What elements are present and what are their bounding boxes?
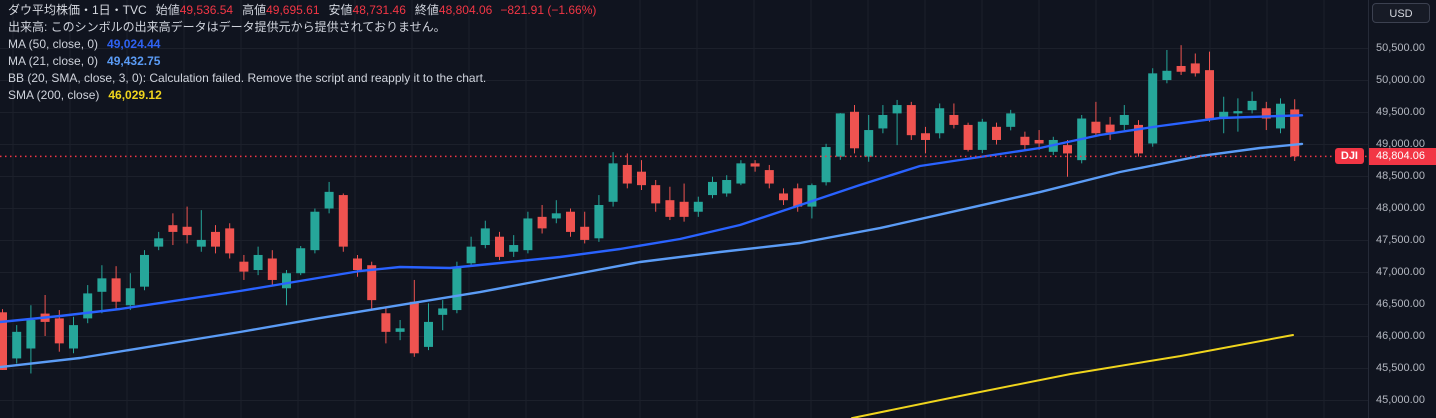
legend-bb-row[interactable]: BB (20, SMA, close, 3, 0): Calculation f…	[8, 70, 596, 87]
high-value: 49,695.61	[266, 3, 320, 17]
ma50-line	[0, 142, 1304, 369]
ma50-value: 49,024.44	[107, 37, 161, 51]
ma21-value: 49,432.75	[107, 54, 161, 68]
price-tick-label: 48,000.00	[1376, 201, 1425, 214]
price-tick-label: 48,500.00	[1376, 169, 1425, 182]
price-tick-label: 46,000.00	[1376, 330, 1425, 342]
chart-plot-area[interactable]: DJI	[0, 0, 1368, 418]
currency-button[interactable]: USD	[1372, 3, 1430, 23]
close-label: 終値	[414, 3, 439, 17]
price-tick-label: 49,500.00	[1376, 105, 1425, 118]
legend-volume-row[interactable]: 出来高: このシンボルの出来高データはデータ提供元から提供されておりません。	[8, 19, 596, 36]
price-tick-label: 47,000.00	[1376, 265, 1425, 278]
price-axis[interactable]: USD 48,804.06 50,500.00 50,000.00 49,500.0…	[1368, 0, 1436, 418]
bb-error-message: BB (20, SMA, close, 3, 0): Calculation f…	[8, 71, 487, 85]
legend-ma21-row[interactable]: MA (21, close, 0) 49,432.75	[8, 53, 596, 70]
price-tick-label: 50,000.00	[1376, 73, 1425, 86]
chart-legend: ダウ平均株価・1日・TVC 始値49,536.54 高値49,695.61 安値48,…	[8, 2, 596, 104]
symbol-price-label: DJI	[1334, 148, 1364, 165]
change-value: −821.91 (−1.66%)	[500, 3, 597, 17]
last-price-badge: 48,804.06	[1369, 147, 1436, 165]
ma50-label: MA (50, close, 0)	[8, 37, 99, 51]
sma200-value: 46,029.12	[108, 88, 162, 102]
price-tick-label: 45,500.00	[1376, 362, 1425, 375]
legend-sma200-row[interactable]: SMA (200, close) 46,029.12	[8, 87, 596, 104]
high-label: 高値	[242, 3, 267, 17]
price-tick-label: 46,500.00	[1376, 297, 1425, 310]
price-tick-label: 45,000.00	[1376, 394, 1425, 407]
sma200-label: SMA (200, close)	[8, 88, 100, 102]
open-value: 49,536.54	[179, 3, 234, 17]
close-value: 48,804.06	[438, 3, 493, 17]
ma21-line	[0, 114, 1304, 324]
price-chart-canvas[interactable]	[0, 0, 1368, 418]
low-value: 48,731.46	[352, 3, 406, 17]
volume-notice: 出来高: このシンボルの出来高データはデータ提供元から提供されておりません。	[8, 20, 446, 34]
open-label: 始値	[155, 3, 180, 17]
symbol-title: ダウ平均株価・1日・TVC	[8, 3, 147, 17]
price-tick-label: 49,000.00	[1376, 137, 1425, 150]
sma200-line	[851, 334, 1294, 418]
ma21-label: MA (21, close, 0)	[8, 54, 99, 68]
price-tick-label: 47,500.00	[1376, 233, 1425, 246]
legend-ma50-row[interactable]: MA (50, close, 0) 49,024.44	[8, 36, 596, 53]
price-tick-label: 50,500.00	[1376, 41, 1425, 54]
low-label: 安値	[328, 3, 353, 17]
legend-symbol-row[interactable]: ダウ平均株価・1日・TVC 始値49,536.54 高値49,695.61 安値48,…	[8, 2, 596, 19]
